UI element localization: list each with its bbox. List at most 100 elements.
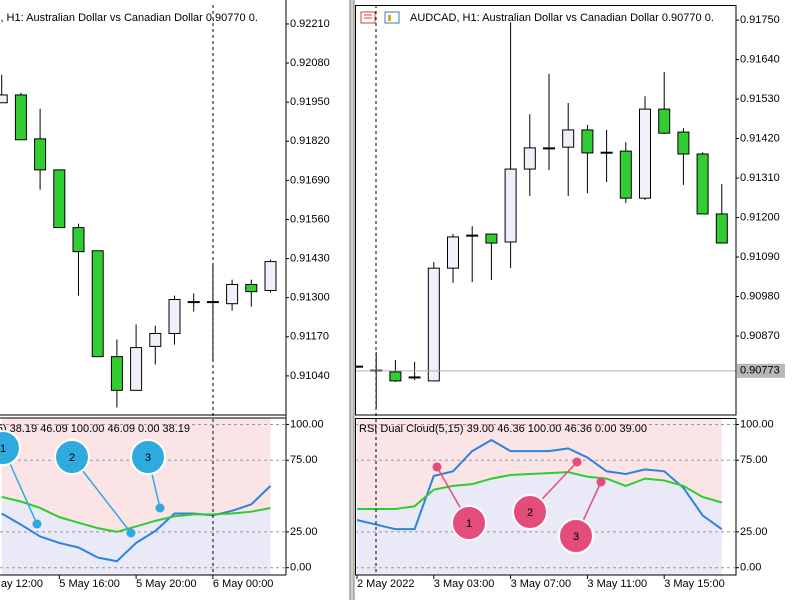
- x-tick-label: 2 May 2022: [357, 578, 414, 590]
- candle-body: [504, 168, 517, 243]
- y-tick-label: 0.91950: [290, 96, 330, 108]
- candle-body: [110, 356, 123, 391]
- candle-body: [245, 283, 258, 293]
- y-tick-label: 25.00: [740, 526, 768, 538]
- y-tick-label: 75.00: [290, 454, 318, 466]
- y-tick-label: 0.91690: [290, 174, 330, 186]
- price-plot: AUDCAD, H1: Australian Dollar vs Canadia…: [0, 12, 277, 408]
- annotation-number: 2: [69, 452, 75, 464]
- annotation-badge: [54, 439, 90, 475]
- annotation-number: 1: [0, 443, 6, 455]
- rsi-line: [1, 485, 272, 563]
- candle-body: [543, 147, 555, 150]
- rsi-line: [1, 495, 271, 533]
- toolbar-icon[interactable]: [384, 11, 400, 24]
- x-tick-label: 6 May 00:00: [213, 578, 274, 590]
- candle-body: [408, 376, 421, 379]
- axes: 0.92210 0.92080 0.91950 0.91820 0.91690 0.915…: [0, 0, 785, 590]
- annotation-dot: [126, 528, 136, 538]
- annotation-badge: [558, 518, 594, 554]
- annotation-dot: [432, 462, 442, 472]
- y-tick-label: 100.00: [740, 418, 774, 430]
- candle-body: [658, 108, 671, 134]
- candle-body: [226, 283, 239, 305]
- y-tick-label: 0.91530: [740, 93, 780, 105]
- x-tick-label: 3 May 11:00: [587, 578, 647, 590]
- window-divider: [350, 0, 354, 600]
- x-tick-label: 3 May 03:00: [434, 578, 495, 590]
- candle-body: [639, 108, 651, 199]
- y-tick-label: 0.92210: [290, 18, 330, 30]
- candle-body: [168, 298, 181, 334]
- y-tick-label: 0.91640: [740, 53, 780, 65]
- annotation-dot: [596, 477, 606, 487]
- annotation-number: 3: [145, 452, 151, 464]
- candle-body: [715, 213, 728, 244]
- y-tick-label: 0.91430: [290, 252, 330, 264]
- price-plot: AUDCAD, H1: Australian Dollar vs Canadia…: [355, 12, 736, 409]
- candle-body: [562, 129, 575, 148]
- x-tick-label: 3 May 07:00: [511, 578, 572, 590]
- candle-body: [696, 153, 709, 215]
- rsi-line: [356, 438, 723, 531]
- y-tick-label: 0.91310: [740, 172, 780, 184]
- x-tick-label: 5 May 20:00: [136, 578, 197, 590]
- annotations: 1 2 3 1 2 3: [0, 430, 606, 554]
- annotation-dot: [572, 457, 582, 467]
- candle-body: [355, 365, 363, 368]
- y-tick-label: 0.90980: [740, 290, 780, 302]
- indicator-title: RSI Dual Cloud(5,15) 38.19 46.09 100.00 …: [0, 423, 190, 435]
- candle-body: [523, 147, 536, 170]
- x-tick-label: 5 May 12:00: [0, 578, 43, 590]
- candle-body: [677, 131, 690, 155]
- annotation-number: 2: [527, 507, 533, 519]
- y-tick-label: 0.91420: [740, 132, 780, 144]
- candle-body: [466, 234, 479, 237]
- indicator-title: RSI Dual Cloud(5,15) 39.00 46.36 100.00 …: [359, 423, 647, 435]
- candle-body: [619, 150, 632, 199]
- annotation-number: 1: [466, 518, 472, 530]
- candle-body: [0, 94, 8, 104]
- candle-body: [389, 371, 402, 382]
- y-tick-label: 0.91200: [740, 211, 780, 223]
- annotation-badge: [130, 439, 166, 475]
- y-tick-label: 0.91560: [290, 213, 330, 225]
- annotation-badge: [451, 505, 487, 541]
- y-tick-label: 0.92080: [290, 57, 330, 69]
- y-tick-label: 0.91300: [290, 292, 330, 304]
- annotation-badge: [0, 430, 21, 466]
- y-tick-label: 0.91820: [290, 135, 330, 147]
- toolbar-icon: [388, 15, 391, 21]
- cloud-lower: [1, 496, 271, 575]
- plot-border: [355, 5, 737, 416]
- candle-body: [600, 151, 613, 154]
- annotation-dot: [155, 503, 165, 513]
- candle-body: [53, 169, 66, 229]
- chart-title: AUDCAD, H1: Australian Dollar vs Canadia…: [0, 12, 258, 24]
- y-tick-label: 0.00: [290, 562, 311, 574]
- y-tick-label: 100.00: [290, 418, 324, 430]
- x-tick-label: 3 May 15:00: [664, 578, 725, 590]
- chart-title: AUDCAD, H1: Australian Dollar vs Canadia…: [410, 12, 714, 24]
- rsi-line: [357, 471, 723, 510]
- y-tick-label: 0.91090: [740, 251, 780, 263]
- y-tick-label: 25.00: [290, 526, 318, 538]
- annotation-number: 3: [573, 531, 579, 543]
- y-tick-label: 0.00: [740, 562, 761, 574]
- candle-body: [130, 347, 143, 391]
- plot-border: [355, 418, 737, 576]
- candle-body: [72, 227, 85, 253]
- candle-body: [187, 301, 200, 304]
- x-tick-label: 5 May 16:00: [59, 578, 120, 590]
- y-tick-label: 75.00: [740, 454, 768, 466]
- y-tick-label: 0.91170: [290, 331, 329, 343]
- y-tick-label: 0.90870: [740, 330, 780, 342]
- current-price-label: 0.90773: [740, 365, 780, 377]
- candle-body: [485, 233, 498, 244]
- candle-body: [91, 250, 104, 358]
- candle-body: [581, 129, 594, 154]
- candle-body: [427, 267, 440, 382]
- annotation-dot: [32, 519, 42, 529]
- y-tick-label: 0.91040: [290, 370, 330, 382]
